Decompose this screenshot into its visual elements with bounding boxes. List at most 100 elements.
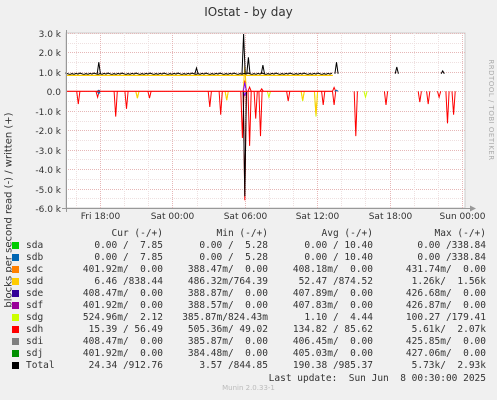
legend-name: sdb bbox=[26, 252, 44, 263]
legend-max: 427.06m/ 0.00 bbox=[405, 348, 486, 359]
legend-min: 385.87m/824.43m bbox=[182, 312, 268, 323]
legend-avg: 1.10 / 4.44 bbox=[304, 312, 373, 323]
x-tick-label: Sat 00:00 bbox=[151, 212, 195, 222]
chart-svg: 3.0 k 2.0 k 1.0 k 0.0 -1.0 k -2.0 k -3.0 k -4.0… bbox=[35, 30, 486, 222]
y-tick-label: -6.0 k bbox=[35, 205, 61, 215]
legend-cur: 0.00 / 7.85 bbox=[94, 252, 163, 263]
legend-cur: 524.96m/ 2.12 bbox=[82, 312, 163, 323]
legend-cur: 408.47m/ 0.00 bbox=[82, 288, 163, 299]
legend-row-sdi: sdi 408.47m/ 0.00 385.87m/ 0.00 406.45m/ 0.… bbox=[0, 336, 497, 348]
y-tick-label: -4.0 k bbox=[35, 166, 61, 176]
legend-swatch bbox=[12, 350, 19, 357]
legend-max: 0.00 /338.84 bbox=[417, 252, 486, 263]
series-sdd-read bbox=[135, 91, 319, 115]
legend-name: sdh bbox=[26, 324, 44, 335]
legend-avg: 0.00 / 10.40 bbox=[304, 252, 373, 263]
legend-max: 0.00 /338.84 bbox=[417, 240, 486, 251]
legend-avg: 408.18m/ 0.00 bbox=[292, 264, 373, 275]
last-update: Last update: Sun Jun 8 00:30:00 2025 bbox=[268, 373, 486, 384]
legend-cur: 15.39 / 56.49 bbox=[88, 324, 163, 335]
legend-name: Total bbox=[26, 360, 55, 371]
y-tick-label: -5.0 k bbox=[35, 186, 61, 196]
legend-max: 426.68m/ 0.00 bbox=[405, 288, 486, 299]
series-sdf-read bbox=[242, 91, 247, 97]
legend-max: 100.27 /179.41 bbox=[405, 312, 486, 323]
legend-min: 385.87m/ 0.00 bbox=[187, 336, 268, 347]
y-tick-label: 0.0 bbox=[47, 88, 62, 98]
legend-row-sdg: sdg 524.96m/ 2.12 385.87m/824.43m 1.10 / 4.… bbox=[0, 312, 497, 324]
legend-swatch bbox=[12, 314, 19, 321]
x-tick-label: Sat 18:00 bbox=[369, 212, 413, 222]
legend-row-sdc: sdc 401.92m/ 0.00 388.47m/ 0.00 408.18m/ 0.… bbox=[0, 264, 497, 276]
legend-header-cur: Cur (-/+) bbox=[111, 228, 163, 239]
y-tick-label: -2.0 k bbox=[35, 127, 61, 137]
legend-cur: 6.46 /838.44 bbox=[94, 276, 163, 287]
plot-area bbox=[65, 32, 466, 209]
legend-avg: 406.45m/ 0.00 bbox=[292, 336, 373, 347]
legend-name: sdf bbox=[26, 300, 44, 311]
legend-swatch bbox=[12, 266, 19, 273]
y-tick-label: -1.0 k bbox=[35, 108, 61, 118]
legend-row-sdd: sdd 6.46 /838.44 486.32m/764.39 52.47 /874.… bbox=[0, 276, 497, 288]
x-ticks: Fri 18:00 Sat 00:00 Sat 06:00 Sat 12:00 Sat … bbox=[81, 212, 486, 222]
y-tick-label: 1.0 k bbox=[39, 69, 62, 79]
legend-header: Cur (-/+) Min (-/+) Avg (-/+) Max (-/+) bbox=[0, 228, 497, 240]
legend-min: 0.00 / 5.28 bbox=[199, 252, 268, 263]
legend-swatch bbox=[12, 278, 19, 285]
legend-row-sda: sda 0.00 / 7.85 0.00 / 5.28 0.00 / 10.40 0.0… bbox=[0, 240, 497, 252]
legend-avg: 407.83m/ 0.00 bbox=[292, 300, 373, 311]
legend-swatch bbox=[12, 326, 19, 333]
legend-min: 384.48m/ 0.00 bbox=[187, 348, 268, 359]
legend-avg: 0.00 / 10.40 bbox=[304, 240, 373, 251]
legend-name: sdi bbox=[26, 336, 44, 347]
legend-avg: 52.47 /874.52 bbox=[298, 276, 373, 287]
legend-swatch bbox=[12, 338, 19, 345]
legend-max: 426.87m/ 0.00 bbox=[405, 300, 486, 311]
y-tick-label: 2.0 k bbox=[39, 49, 62, 59]
legend-header-min: Min (-/+) bbox=[216, 228, 268, 239]
legend-avg: 405.03m/ 0.00 bbox=[292, 348, 373, 359]
y-tick-label: 3.0 k bbox=[39, 30, 62, 40]
legend-header-avg: Avg (-/+) bbox=[321, 228, 373, 239]
series-sdf-write bbox=[242, 82, 247, 92]
x-axis-arrow bbox=[470, 205, 476, 212]
legend-min: 388.87m/ 0.00 bbox=[187, 288, 268, 299]
y-tick-label: -3.0 k bbox=[35, 147, 61, 157]
legend-row-sdf: sdf 401.92m/ 0.00 388.57m/ 0.00 407.83m/ 0.… bbox=[0, 300, 497, 312]
legend-max: 1.26k/ 1.56k bbox=[411, 276, 486, 287]
legend-max: 431.74m/ 0.00 bbox=[405, 264, 486, 275]
legend-cur: 401.92m/ 0.00 bbox=[82, 264, 163, 275]
legend-row-sdj: sdj 401.92m/ 0.00 384.48m/ 0.00 405.03m/ 0.… bbox=[0, 348, 497, 360]
legend-cur: 24.34 /912.76 bbox=[88, 360, 163, 371]
chart-title: IOstat - by day bbox=[204, 5, 293, 19]
legend-row-sdh: sdh 15.39 / 56.49 505.36m/ 49.02 134.82 / 8… bbox=[0, 324, 497, 336]
x-tick-label: Sat 12:00 bbox=[296, 212, 340, 222]
legend-name: sda bbox=[26, 240, 44, 251]
legend-min: 0.00 / 5.28 bbox=[199, 240, 268, 251]
series-sdh-write bbox=[242, 80, 337, 92]
legend-header-max: Max (-/+) bbox=[434, 228, 486, 239]
x-tick-label: Sat 06:00 bbox=[224, 212, 268, 222]
legend-cur: 408.47m/ 0.00 bbox=[82, 336, 163, 347]
legend-name: sdg bbox=[26, 312, 44, 323]
legend-row-total: Total 24.34 /912.76 3.57 /844.85 190.38 /98… bbox=[0, 360, 497, 372]
legend-name: sdc bbox=[26, 264, 44, 275]
series-sdb-read bbox=[96, 91, 101, 95]
legend-swatch bbox=[12, 290, 19, 297]
series-total-write-spikes bbox=[96, 33, 445, 75]
legend-avg: 190.38 /985.37 bbox=[292, 360, 373, 371]
legend-swatch bbox=[12, 242, 19, 249]
legend-min: 505.36m/ 49.02 bbox=[187, 324, 268, 335]
legend-max: 5.73k/ 2.93k bbox=[411, 360, 486, 371]
legend-name: sde bbox=[26, 288, 44, 299]
legend-min: 3.57 /844.85 bbox=[199, 360, 268, 371]
legend-cur: 0.00 / 7.85 bbox=[94, 240, 163, 251]
series-sdh-read bbox=[76, 91, 456, 201]
x-tick-label: Sun 00:00 bbox=[440, 212, 486, 222]
legend-min: 486.32m/764.39 bbox=[187, 276, 268, 287]
legend-swatch bbox=[12, 302, 19, 309]
series-total-read-spikes bbox=[242, 91, 247, 197]
legend-cur: 401.92m/ 0.00 bbox=[82, 300, 163, 311]
legend-name: sdj bbox=[26, 348, 44, 359]
series-group bbox=[65, 33, 456, 201]
